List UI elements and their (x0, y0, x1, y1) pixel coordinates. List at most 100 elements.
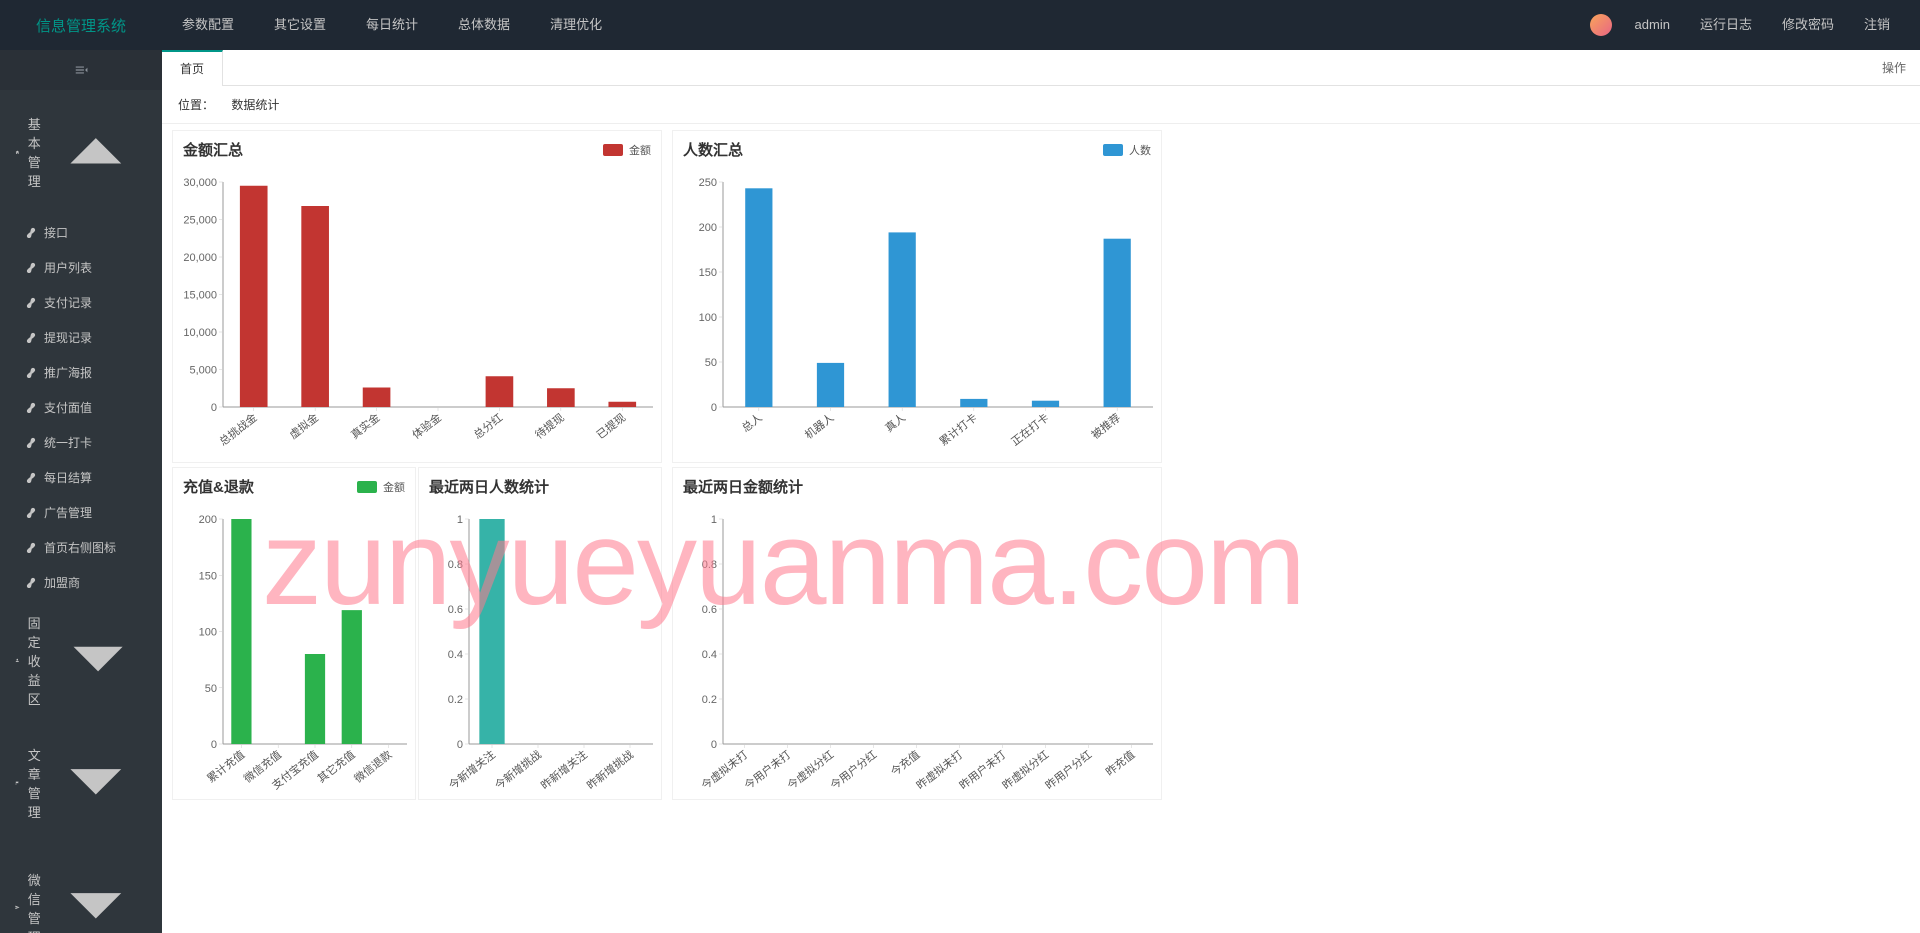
sidebar-group-1[interactable]: 固定收益区 (0, 600, 162, 721)
link-icon (25, 471, 37, 483)
sidebar-item-0-2[interactable]: 支付记录 (0, 285, 162, 320)
link-icon (25, 436, 37, 448)
main: 首页 操作 位置： 数据统计 金额汇总金额05,00010,00015,0002… (162, 50, 1920, 933)
svg-text:50: 50 (205, 683, 217, 695)
svg-text:昨虚拟未打: 昨虚拟未打 (913, 747, 965, 792)
link-icon (25, 226, 37, 238)
user-name[interactable]: admin (1620, 0, 1685, 50)
svg-text:0.2: 0.2 (448, 694, 463, 706)
svg-text:昨新增关注: 昨新增关注 (538, 747, 590, 792)
content: 金额汇总金额05,00010,00015,00020,00025,00030,0… (162, 124, 1920, 933)
top-nav-item-0[interactable]: 参数配置 (162, 0, 254, 50)
sidebar-item-0-3[interactable]: 提现记录 (0, 320, 162, 355)
svg-text:0: 0 (211, 402, 217, 414)
header-link-2[interactable]: 注销 (1849, 0, 1905, 50)
svg-text:0.6: 0.6 (702, 604, 717, 616)
svg-text:今充值: 今充值 (888, 747, 923, 778)
chart-recharge-svg: 050100150200累计充值微信充值支付宝充值其它充值微信退款 (173, 499, 417, 799)
tabs-bar: 首页 操作 (162, 50, 1920, 86)
legend[interactable]: 金额 (357, 479, 405, 495)
sidebar: 基本管理接口用户列表支付记录提现记录推广海报支付面值统一打卡每日结算广告管理首页… (0, 50, 162, 933)
bar (240, 186, 268, 407)
top-nav-item-4[interactable]: 清理优化 (530, 0, 622, 50)
svg-text:100: 100 (199, 627, 217, 639)
svg-text:总分红: 总分红 (471, 410, 506, 441)
bar (960, 399, 987, 407)
header-link-1[interactable]: 修改密码 (1767, 0, 1849, 50)
chevron-down-icon (45, 731, 147, 836)
sidebar-item-0-0[interactable]: 接口 (0, 215, 162, 250)
link-icon (25, 541, 37, 553)
svg-text:150: 150 (199, 570, 217, 582)
bar (301, 206, 329, 407)
chart-amount-sum-svg: 05,00010,00015,00020,00025,00030,000总挑战金… (173, 162, 663, 462)
send-icon (15, 905, 20, 910)
app-logo[interactable]: 信息管理系统 (0, 15, 162, 36)
svg-text:25,000: 25,000 (183, 215, 217, 227)
sidebar-item-0-9[interactable]: 首页右侧图标 (0, 530, 162, 565)
bar (342, 610, 362, 744)
svg-text:1: 1 (457, 514, 463, 526)
sidebar-item-0-4[interactable]: 推广海报 (0, 355, 162, 390)
svg-text:0.8: 0.8 (448, 559, 463, 571)
sidebar-item-0-8[interactable]: 广告管理 (0, 495, 162, 530)
sidebar-group-2[interactable]: 文章管理 (0, 721, 162, 846)
svg-text:今虚拟分红: 今虚拟分红 (784, 747, 836, 792)
top-nav-item-2[interactable]: 每日统计 (346, 0, 438, 50)
home-icon (15, 150, 20, 155)
link-icon (25, 296, 37, 308)
svg-text:昨用户分红: 昨用户分红 (1042, 747, 1094, 792)
svg-text:被推荐: 被推荐 (1088, 410, 1123, 441)
svg-text:30,000: 30,000 (183, 177, 217, 189)
sidebar-item-0-1[interactable]: 用户列表 (0, 250, 162, 285)
top-nav-item-3[interactable]: 总体数据 (438, 0, 530, 50)
svg-text:今用户分红: 今用户分红 (827, 747, 879, 792)
svg-text:微信退款: 微信退款 (351, 747, 394, 785)
svg-text:10,000: 10,000 (183, 327, 217, 339)
svg-text:昨用户未打: 昨用户未打 (956, 747, 1008, 792)
legend-swatch-icon (357, 481, 377, 493)
chart-title: 最近两日人数统计 (429, 476, 651, 497)
chart-2day-amount: 最近两日金额统计00.20.40.60.81今虚拟未打今用户未打今虚拟分红今用户… (672, 467, 1162, 800)
top-nav: 参数配置其它设置每日统计总体数据清理优化 (162, 0, 1590, 50)
svg-text:15,000: 15,000 (183, 290, 217, 302)
chart-recharge: 充值&退款金额050100150200累计充值微信充值支付宝充值其它充值微信退款 (172, 467, 416, 800)
chart-title: 最近两日金额统计 (683, 476, 1151, 497)
svg-text:昨虚拟分红: 昨虚拟分红 (999, 747, 1051, 792)
svg-text:0: 0 (211, 739, 217, 751)
sidebar-item-0-7[interactable]: 每日结算 (0, 460, 162, 495)
svg-text:0: 0 (711, 402, 717, 414)
link-icon (25, 366, 37, 378)
svg-text:真人: 真人 (882, 410, 908, 435)
legend[interactable]: 金额 (603, 142, 651, 158)
header-right: admin 运行日志修改密码注销 (1590, 0, 1920, 50)
chart-amount-sum: 金额汇总金额05,00010,00015,00020,00025,00030,0… (172, 130, 662, 463)
svg-text:体验金: 体验金 (409, 410, 444, 441)
breadcrumb: 位置： 数据统计 (162, 86, 1920, 124)
user-icon (15, 658, 20, 663)
link-icon (25, 331, 37, 343)
sidebar-group-0[interactable]: 基本管理 (0, 90, 162, 215)
sidebar-item-0-5[interactable]: 支付面值 (0, 390, 162, 425)
chevron-up-icon (45, 100, 147, 205)
tab-home[interactable]: 首页 (162, 50, 223, 86)
sidebar-item-0-10[interactable]: 加盟商 (0, 565, 162, 600)
svg-text:200: 200 (699, 222, 717, 234)
chevron-down-icon (49, 610, 147, 711)
sidebar-toggle-button[interactable] (0, 50, 162, 90)
bar (363, 388, 391, 408)
top-nav-item-1[interactable]: 其它设置 (254, 0, 346, 50)
link-icon (25, 576, 37, 588)
tab-home-label: 首页 (180, 60, 204, 77)
user-avatar-icon[interactable] (1590, 14, 1612, 36)
legend[interactable]: 人数 (1103, 142, 1151, 158)
bar (608, 402, 636, 407)
sidebar-group-3[interactable]: 微信管理 (0, 845, 162, 933)
svg-text:其它充值: 其它充值 (314, 747, 357, 785)
header-link-0[interactable]: 运行日志 (1685, 0, 1767, 50)
svg-text:0: 0 (457, 739, 463, 751)
tabs-ops-button[interactable]: 操作 (1868, 59, 1920, 76)
sidebar-item-0-6[interactable]: 统一打卡 (0, 425, 162, 460)
svg-text:0.4: 0.4 (702, 649, 717, 661)
legend-label: 人数 (1129, 142, 1151, 158)
